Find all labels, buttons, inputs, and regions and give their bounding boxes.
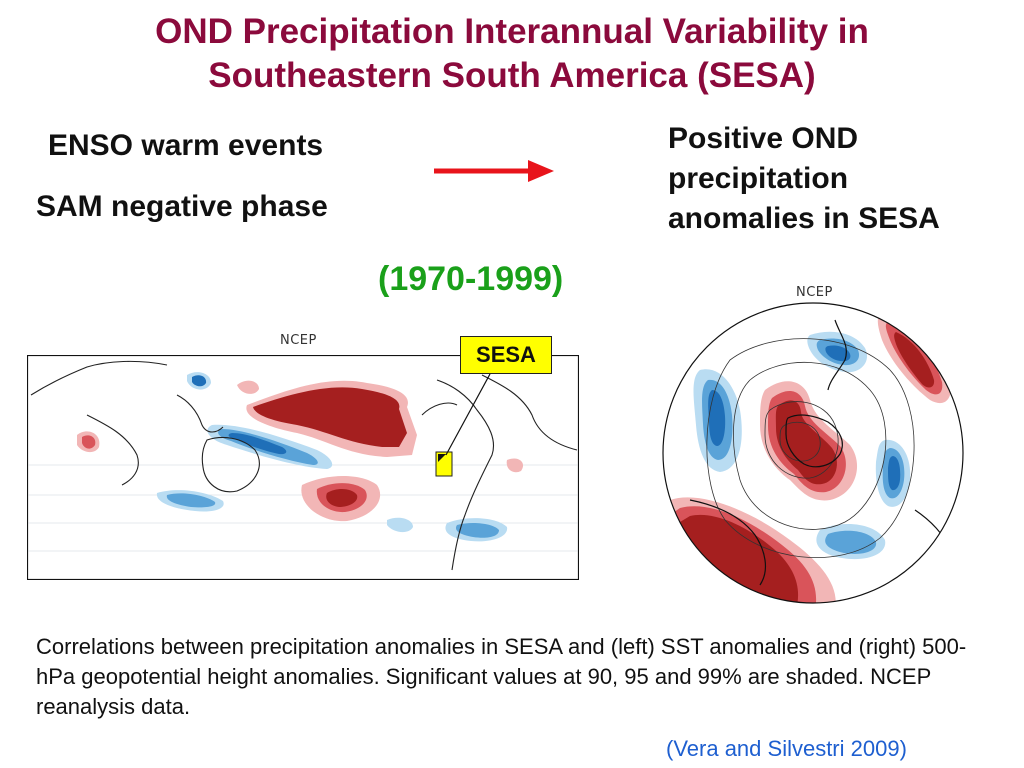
period-label: (1970-1999) bbox=[378, 260, 564, 298]
sst-correlation-map bbox=[27, 355, 579, 580]
enso-label: ENSO warm events bbox=[48, 129, 324, 162]
right-map-source: NCEP bbox=[796, 285, 833, 300]
result-line-2: precipitation bbox=[668, 162, 849, 195]
sesa-label-box: SESA bbox=[460, 336, 552, 374]
figure-caption: Correlations between precipitation anoma… bbox=[36, 634, 967, 719]
sam-label: SAM negative phase bbox=[36, 190, 328, 223]
geopotential-correlation-map bbox=[662, 302, 964, 604]
title-line-2: Southeastern South America (SESA) bbox=[208, 56, 816, 95]
right-arrow-icon bbox=[434, 160, 554, 182]
result-line-3: anomalies in SESA bbox=[668, 202, 940, 235]
left-map-source: NCEP bbox=[280, 333, 317, 348]
result-line-1: Positive OND bbox=[668, 122, 859, 155]
result-text: Positive OND precipitation anomalies in … bbox=[668, 119, 940, 239]
citation: (Vera and Silvestri 2009) bbox=[666, 736, 907, 761]
page-title: OND Precipitation Interannual Variabilit… bbox=[0, 10, 1024, 98]
title-line-1: OND Precipitation Interannual Variabilit… bbox=[155, 12, 869, 51]
